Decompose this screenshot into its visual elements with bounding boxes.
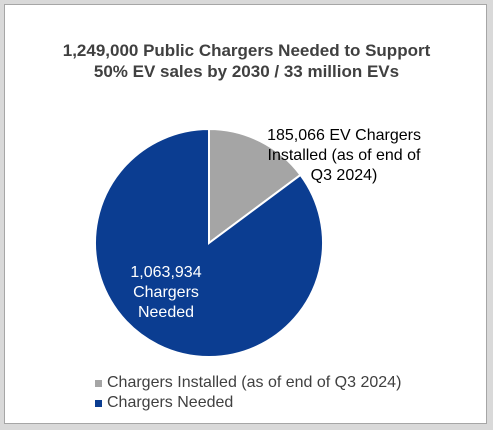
legend-swatch-needed (95, 399, 102, 407)
pie-slice-installed (208, 127, 302, 245)
pie-slice-needed (94, 127, 324, 358)
chart-title-line-1: 1,249,000 Public Chargers Needed to Supp… (62, 41, 431, 60)
legend-label-needed: Chargers Needed (107, 394, 234, 411)
legend-swatch-installed (95, 379, 102, 387)
chart-title-line-2: 50% EV sales by 2030 / 33 million EVs (93, 62, 400, 81)
legend: Chargers Installed (as of end of Q3 2024… (95, 373, 401, 413)
chart-panel: 1,249,000 Public Chargers Needed to Supp… (4, 4, 487, 424)
legend-label-installed: Chargers Installed (as of end of Q3 2024… (107, 374, 402, 391)
legend-item-needed: Chargers Needed (95, 393, 401, 413)
data-label-needed: 1,063,934 Chargers Needed (130, 264, 201, 321)
pie-chart: 185,066 EV Chargers Installed (as of end … (94, 127, 421, 358)
data-label-installed: 185,066 EV Chargers Installed (as of end … (267, 127, 421, 184)
legend-item-installed: Chargers Installed (as of end of Q3 2024… (95, 373, 401, 393)
